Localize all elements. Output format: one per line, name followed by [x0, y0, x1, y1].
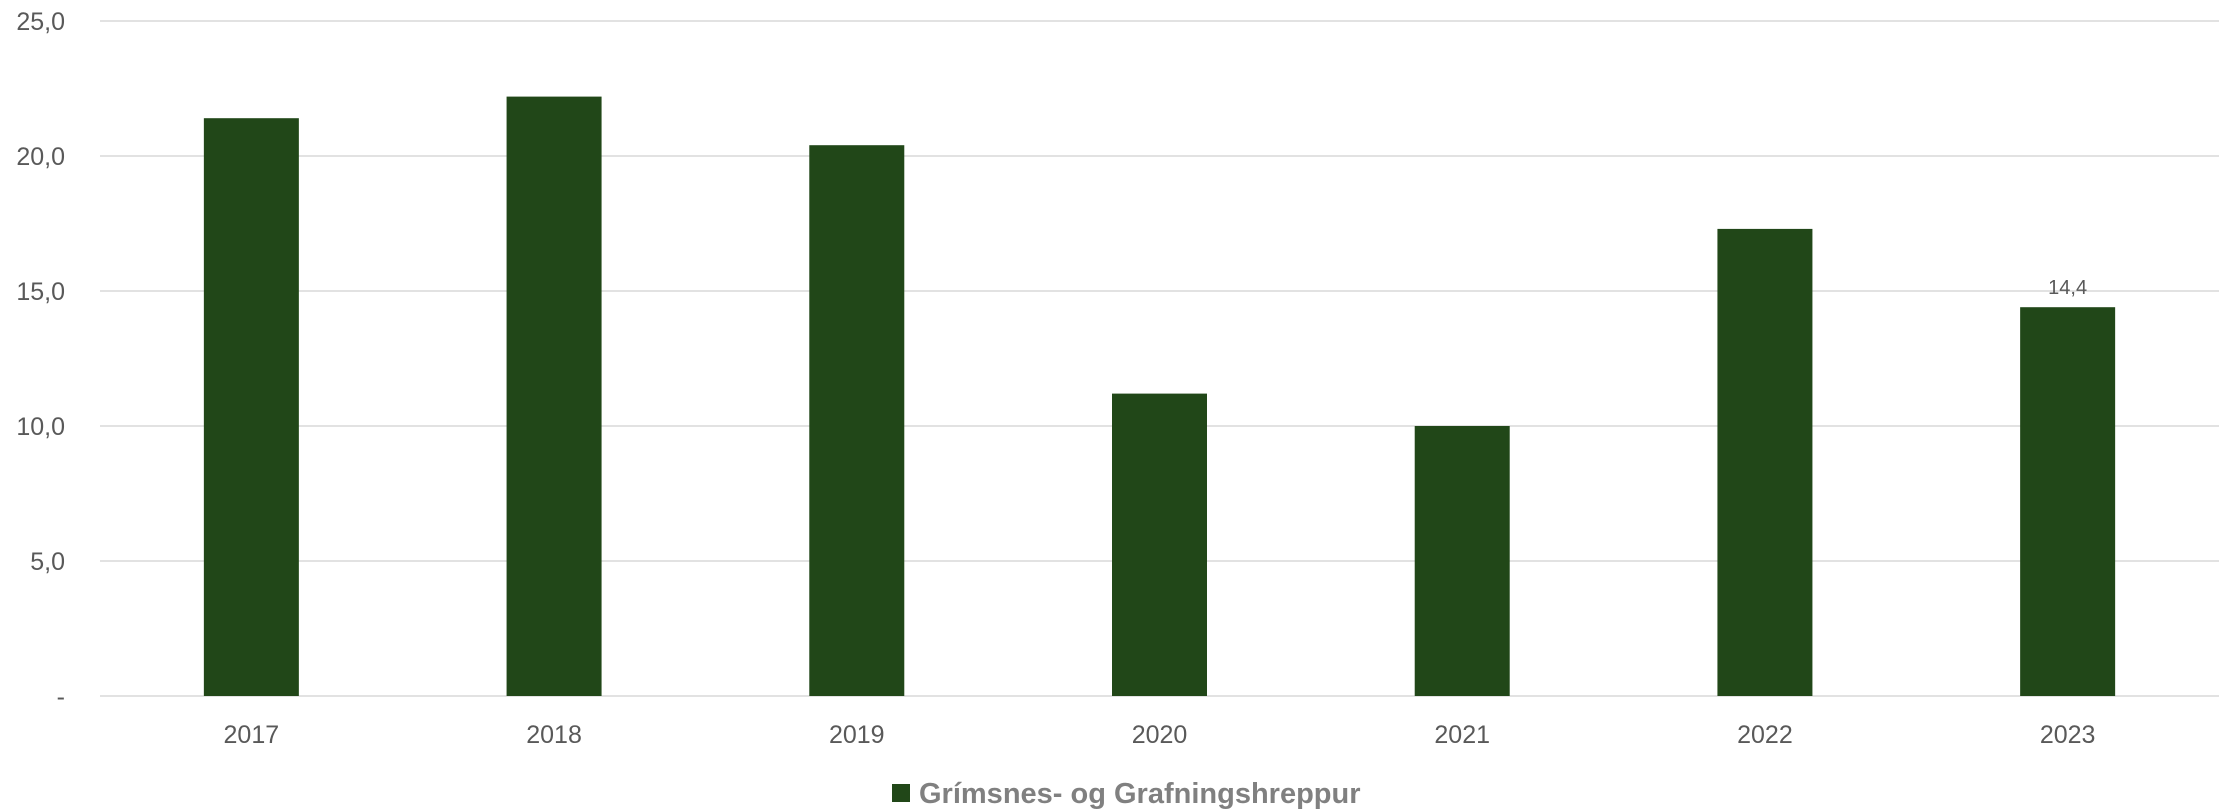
y-tick-label: 10,0: [16, 413, 65, 441]
data-labels: 14,4: [2048, 277, 2087, 299]
bars: [203, 96, 2116, 697]
bar-2020: [1112, 393, 1207, 696]
x-axis: 2017 2018 2019 2020 2021 2022 2023: [224, 721, 2096, 749]
legend-swatch: [892, 784, 910, 802]
x-tick-label: 2020: [1132, 721, 1188, 749]
legend-label: Grímsnes- og Grafningshreppur: [919, 778, 1361, 809]
x-tick-label: 2022: [1737, 721, 1793, 749]
bar-2022: [1717, 228, 1813, 696]
y-tick-label: 20,0: [16, 143, 65, 171]
x-tick-label: 2021: [1434, 721, 1490, 749]
y-tick-label: 5,0: [30, 548, 65, 576]
bar-2017: [203, 118, 299, 696]
x-tick-label: 2019: [829, 721, 885, 749]
data-label: 14,4: [2048, 277, 2087, 299]
bar-2019: [809, 145, 905, 696]
y-axis: - 5,0 10,0 15,0 20,0 25,0: [16, 8, 65, 711]
legend: Grímsnes- og Grafningshreppur: [892, 778, 1361, 809]
y-tick-label: 15,0: [16, 278, 65, 306]
bar-2018: [506, 96, 602, 697]
bar-2023: [2020, 307, 2116, 696]
x-tick-label: 2018: [526, 721, 582, 749]
y-tick-label: 25,0: [16, 8, 65, 36]
x-tick-label: 2017: [224, 721, 280, 749]
bar-2021: [1414, 426, 1510, 696]
x-tick-label: 2023: [2040, 721, 2096, 749]
y-tick-label: -: [57, 683, 65, 711]
